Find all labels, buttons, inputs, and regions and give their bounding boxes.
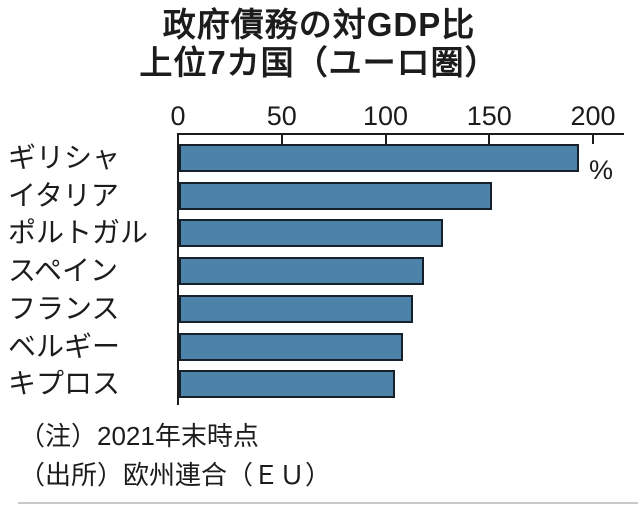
x-tick-label: 0	[170, 101, 186, 131]
bar	[179, 332, 404, 361]
bar	[179, 257, 424, 286]
x-tick-label: 150	[466, 101, 512, 131]
footnote: （注）2021年末時点	[19, 421, 259, 451]
bar	[179, 219, 443, 248]
category-label: スペイン	[8, 255, 119, 287]
chart-title-line1: 政府債務の対GDP比	[162, 6, 476, 43]
x-axis-line	[178, 133, 624, 135]
category-label: ポルトガル	[8, 217, 149, 249]
x-tick-label: 50	[266, 101, 297, 131]
category-label: ベルギー	[8, 330, 121, 362]
x-tick-mark	[280, 135, 283, 144]
bar	[179, 144, 580, 172]
unit-label: %	[589, 155, 614, 185]
x-tick-mark	[488, 135, 491, 144]
bar	[179, 181, 493, 210]
bottom-divider	[18, 502, 638, 504]
bar	[179, 370, 395, 399]
chart-title-line2: 上位7カ国（ユーロ圏）	[139, 44, 499, 81]
category-label: イタリア	[8, 179, 119, 211]
y-axis-line	[177, 133, 179, 405]
x-tick-mark	[592, 135, 594, 144]
category-label: ギリシャ	[8, 142, 121, 173]
chart-title: 政府債務の対GDP比 上位7カ国（ユーロ圏）	[0, 6, 638, 82]
source-note: （出所）欧州連合（ＥＵ）	[19, 460, 332, 490]
category-label: フランス	[8, 292, 120, 324]
bar	[179, 294, 414, 323]
category-label: キプロス	[8, 368, 121, 400]
x-tick-label: 200	[570, 101, 616, 131]
x-tick-mark	[384, 135, 387, 144]
x-tick-label: 100	[362, 101, 409, 131]
